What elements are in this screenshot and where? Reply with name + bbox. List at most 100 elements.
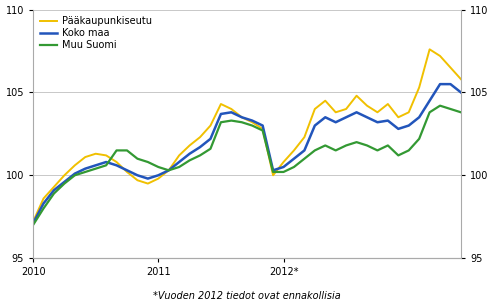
Pääkaupunkiseutu bbox=[249, 120, 255, 124]
Pääkaupunkiseutu bbox=[270, 174, 276, 177]
Muu Suomi bbox=[93, 167, 99, 171]
Koko maa bbox=[166, 168, 172, 172]
Pääkaupunkiseutu bbox=[134, 178, 140, 182]
Pääkaupunkiseutu bbox=[333, 110, 339, 114]
Pääkaupunkiseutu bbox=[322, 99, 328, 102]
Pääkaupunkiseutu bbox=[103, 154, 109, 157]
Muu Suomi bbox=[437, 104, 443, 108]
Koko maa bbox=[103, 160, 109, 164]
Koko maa bbox=[458, 91, 464, 94]
Pääkaupunkiseutu bbox=[82, 155, 88, 159]
Pääkaupunkiseutu bbox=[30, 220, 36, 223]
Koko maa bbox=[134, 174, 140, 177]
Muu Suomi bbox=[374, 149, 380, 152]
Koko maa bbox=[406, 124, 412, 127]
Line: Koko maa: Koko maa bbox=[33, 84, 461, 223]
Muu Suomi bbox=[134, 157, 140, 161]
Koko maa bbox=[270, 168, 276, 172]
Koko maa bbox=[207, 137, 213, 141]
Muu Suomi bbox=[260, 129, 266, 132]
Koko maa bbox=[187, 152, 193, 156]
Muu Suomi bbox=[406, 149, 412, 152]
Pääkaupunkiseutu bbox=[166, 168, 172, 172]
Muu Suomi bbox=[448, 107, 453, 111]
Koko maa bbox=[322, 116, 328, 119]
Muu Suomi bbox=[458, 110, 464, 114]
Koko maa bbox=[249, 119, 255, 123]
Koko maa bbox=[72, 172, 78, 175]
Muu Suomi bbox=[114, 149, 120, 152]
Koko maa bbox=[51, 188, 57, 192]
Pääkaupunkiseutu bbox=[291, 149, 297, 152]
Koko maa bbox=[301, 149, 307, 152]
Muu Suomi bbox=[30, 223, 36, 227]
Pääkaupunkiseutu bbox=[239, 116, 245, 119]
Koko maa bbox=[416, 116, 422, 119]
Muu Suomi bbox=[218, 120, 224, 124]
Pääkaupunkiseutu bbox=[187, 143, 193, 147]
Muu Suomi bbox=[187, 159, 193, 162]
Muu Suomi bbox=[155, 165, 161, 169]
Pääkaupunkiseutu bbox=[155, 177, 161, 180]
Pääkaupunkiseutu bbox=[114, 160, 120, 164]
Muu Suomi bbox=[281, 170, 287, 174]
Muu Suomi bbox=[228, 119, 234, 123]
Muu Suomi bbox=[103, 164, 109, 167]
Pääkaupunkiseutu bbox=[207, 124, 213, 127]
Muu Suomi bbox=[72, 174, 78, 177]
Pääkaupunkiseutu bbox=[416, 86, 422, 89]
Pääkaupunkiseutu bbox=[41, 197, 46, 200]
Pääkaupunkiseutu bbox=[176, 154, 182, 157]
Koko maa bbox=[155, 174, 161, 177]
Line: Pääkaupunkiseutu: Pääkaupunkiseutu bbox=[33, 49, 461, 222]
Koko maa bbox=[281, 165, 287, 169]
Koko maa bbox=[30, 222, 36, 225]
Muu Suomi bbox=[270, 170, 276, 174]
Muu Suomi bbox=[395, 154, 401, 157]
Muu Suomi bbox=[145, 160, 151, 164]
Muu Suomi bbox=[385, 143, 391, 147]
Pääkaupunkiseutu bbox=[395, 116, 401, 119]
Pääkaupunkiseutu bbox=[218, 102, 224, 106]
Pääkaupunkiseutu bbox=[437, 54, 443, 58]
Text: *Vuoden 2012 tiedot ovat ennakollisia: *Vuoden 2012 tiedot ovat ennakollisia bbox=[153, 291, 341, 301]
Muu Suomi bbox=[312, 149, 318, 152]
Pääkaupunkiseutu bbox=[406, 110, 412, 114]
Koko maa bbox=[82, 167, 88, 171]
Pääkaupunkiseutu bbox=[197, 135, 203, 139]
Koko maa bbox=[312, 124, 318, 127]
Koko maa bbox=[260, 124, 266, 127]
Muu Suomi bbox=[416, 137, 422, 141]
Muu Suomi bbox=[51, 192, 57, 195]
Koko maa bbox=[364, 116, 370, 119]
Koko maa bbox=[93, 164, 99, 167]
Muu Suomi bbox=[239, 120, 245, 124]
Muu Suomi bbox=[364, 143, 370, 147]
Pääkaupunkiseutu bbox=[385, 102, 391, 106]
Pääkaupunkiseutu bbox=[301, 135, 307, 139]
Koko maa bbox=[291, 157, 297, 161]
Muu Suomi bbox=[333, 149, 339, 152]
Pääkaupunkiseutu bbox=[228, 107, 234, 111]
Line: Muu Suomi: Muu Suomi bbox=[33, 106, 461, 225]
Muu Suomi bbox=[61, 182, 67, 185]
Koko maa bbox=[218, 112, 224, 116]
Koko maa bbox=[61, 180, 67, 184]
Pääkaupunkiseutu bbox=[145, 182, 151, 185]
Muu Suomi bbox=[197, 154, 203, 157]
Pääkaupunkiseutu bbox=[312, 107, 318, 111]
Muu Suomi bbox=[207, 147, 213, 150]
Koko maa bbox=[354, 110, 360, 114]
Koko maa bbox=[124, 168, 130, 172]
Pääkaupunkiseutu bbox=[124, 170, 130, 174]
Muu Suomi bbox=[41, 207, 46, 210]
Muu Suomi bbox=[124, 149, 130, 152]
Pääkaupunkiseutu bbox=[448, 66, 453, 69]
Koko maa bbox=[228, 110, 234, 114]
Koko maa bbox=[197, 145, 203, 149]
Koko maa bbox=[395, 127, 401, 131]
Pääkaupunkiseutu bbox=[260, 127, 266, 131]
Koko maa bbox=[427, 99, 433, 102]
Pääkaupunkiseutu bbox=[364, 104, 370, 108]
Pääkaupunkiseutu bbox=[93, 152, 99, 156]
